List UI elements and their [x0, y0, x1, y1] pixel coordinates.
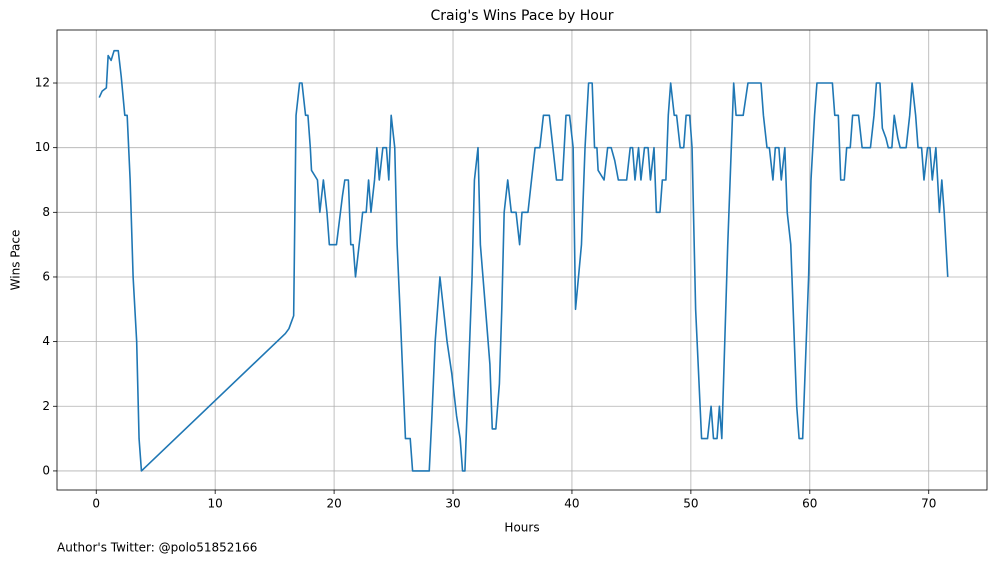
y-tick-label: 10	[35, 140, 50, 154]
y-tick-label: 0	[42, 463, 50, 477]
x-tick-label: 10	[208, 497, 223, 511]
x-tick-label: 40	[564, 497, 579, 511]
y-axis-label: Wins Pace	[9, 230, 23, 291]
y-tick-label: 2	[42, 399, 50, 413]
x-axis-label: Hours	[504, 521, 539, 535]
plot-frame	[56, 29, 988, 491]
x-tick-label: 50	[683, 497, 698, 511]
y-tick-label: 12	[35, 76, 50, 90]
y-tick-label: 8	[42, 205, 50, 219]
x-tick-label: 20	[326, 497, 341, 511]
y-tick-label: 6	[42, 269, 50, 283]
x-tick-label: 60	[802, 497, 817, 511]
chart-title: Craig's Wins Pace by Hour	[430, 8, 613, 24]
data-line	[98, 49, 949, 472]
x-tick-label: 0	[92, 497, 100, 511]
x-tick-label: 70	[921, 497, 936, 511]
annotation: Author's Twitter: @polo51852166	[57, 541, 257, 555]
y-tick-label: 4	[42, 334, 50, 348]
x-tick-label: 30	[445, 497, 460, 511]
